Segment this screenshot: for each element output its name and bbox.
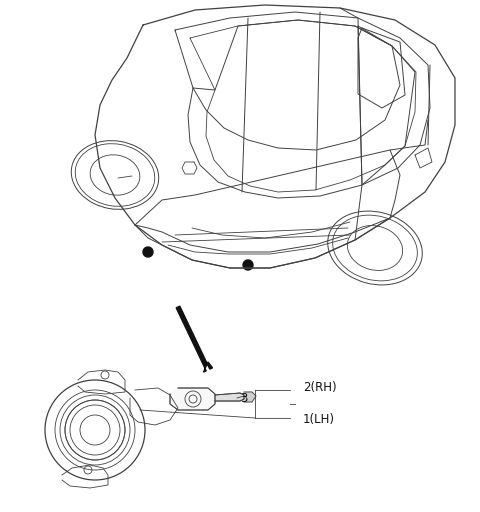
Circle shape <box>243 260 253 270</box>
Polygon shape <box>176 306 213 372</box>
Polygon shape <box>215 393 244 401</box>
Circle shape <box>143 247 153 257</box>
Polygon shape <box>244 392 256 402</box>
Text: 1(LH): 1(LH) <box>303 414 335 426</box>
Text: 2(RH): 2(RH) <box>303 381 336 395</box>
Text: 3: 3 <box>240 392 247 404</box>
Polygon shape <box>170 388 215 410</box>
